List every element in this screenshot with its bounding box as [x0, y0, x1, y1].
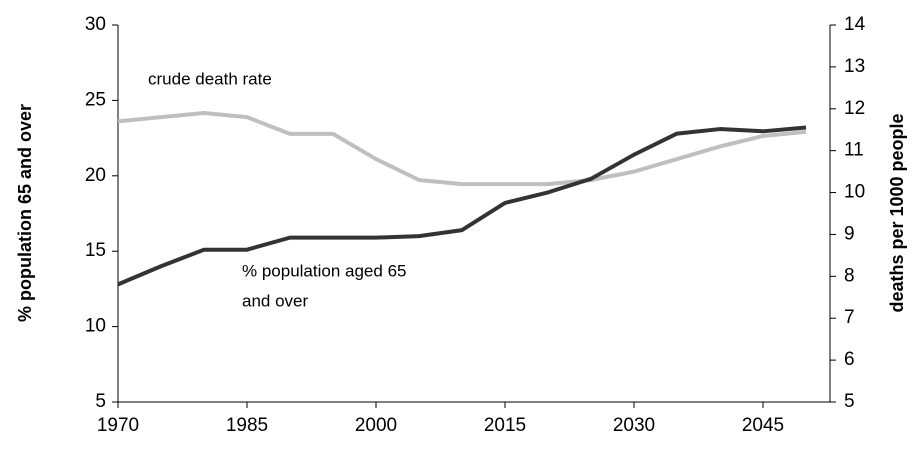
y2-tick-label: 13	[844, 56, 865, 77]
x-tick-label: 2045	[742, 415, 784, 436]
y2-tick-label: 14	[844, 14, 866, 35]
annotation: crude death rate	[148, 69, 272, 88]
y-tick-label: 20	[85, 165, 106, 186]
data-line	[117, 110, 807, 187]
y-tick-label: 10	[85, 316, 106, 337]
y-axis-title: % population 65 and over	[15, 104, 35, 322]
y2-tick-label: 11	[844, 140, 864, 161]
y2-tick-label: 7	[844, 307, 855, 328]
x-tick-label: 1970	[97, 415, 139, 436]
data-line	[117, 125, 807, 287]
y2-tick-label: 12	[844, 98, 865, 119]
y2-tick-label: 6	[844, 349, 855, 370]
x-tick-label: 2000	[355, 415, 397, 436]
annotation: % population aged 65	[242, 261, 406, 280]
x-tick-label: 2030	[613, 415, 655, 436]
y-tick-label: 15	[85, 240, 106, 261]
x-tick-label: 2015	[484, 415, 526, 436]
y-tick-label: 30	[85, 14, 106, 35]
x-tick-label: 1985	[226, 415, 268, 436]
y2-axis-title: deaths per 1000 people	[887, 113, 907, 312]
y2-tick-label: 9	[844, 223, 855, 244]
y2-tick-label: 8	[844, 265, 855, 286]
y-tick-label: 25	[85, 89, 106, 110]
y2-tick-label: 10	[844, 182, 865, 203]
y-tick-label: 5	[95, 391, 106, 412]
y2-tick-label: 5	[844, 391, 855, 412]
annotation: and over	[242, 291, 308, 310]
